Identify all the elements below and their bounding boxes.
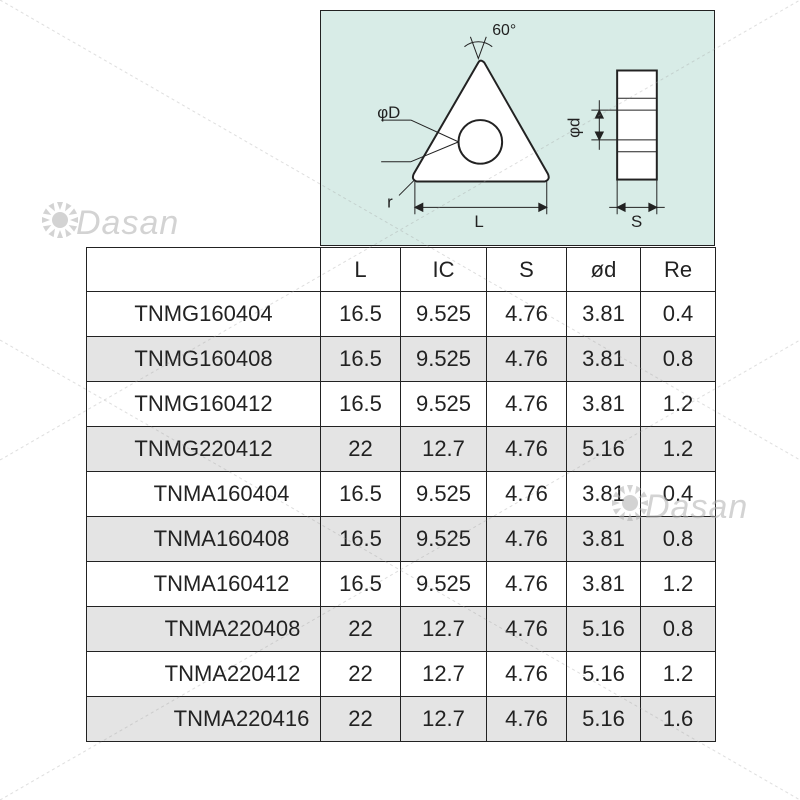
cell-S: 4.76 <box>487 337 567 382</box>
col-header-IC: IC <box>401 248 487 292</box>
cell-d: 5.16 <box>567 697 641 742</box>
cell-d: 5.16 <box>567 652 641 697</box>
cell-IC: 12.7 <box>401 427 487 472</box>
cell-IC: 9.525 <box>401 382 487 427</box>
insert-diagram: 60° φD r L <box>320 10 715 246</box>
col-header-name <box>87 248 321 292</box>
cell-Re: 1.2 <box>641 652 716 697</box>
cell-S: 4.76 <box>487 472 567 517</box>
L-label: L <box>474 212 483 231</box>
table-header-row: L IC S ød Re <box>87 248 716 292</box>
cell-Re: 1.2 <box>641 562 716 607</box>
table-row: TNMA16040416.59.5254.763.810.4 <box>87 472 716 517</box>
phiD-label: φD <box>377 103 400 122</box>
cell-d: 3.81 <box>567 382 641 427</box>
cell-Re: 1.2 <box>641 382 716 427</box>
cell-d: 5.16 <box>567 607 641 652</box>
S-label: S <box>631 212 642 231</box>
cell-d: 3.81 <box>567 337 641 382</box>
cell-d: 5.16 <box>567 427 641 472</box>
cell-S: 4.76 <box>487 517 567 562</box>
cell-IC: 9.525 <box>401 337 487 382</box>
cell-L: 22 <box>321 607 401 652</box>
cell-L: 16.5 <box>321 517 401 562</box>
cell-d: 3.81 <box>567 472 641 517</box>
col-header-Re: Re <box>641 248 716 292</box>
cell-name: TNMG160412 <box>87 382 321 427</box>
cell-L: 16.5 <box>321 562 401 607</box>
cell-name: TNMA220416 <box>87 697 321 742</box>
cell-L: 22 <box>321 697 401 742</box>
col-header-S: S <box>487 248 567 292</box>
cell-S: 4.76 <box>487 697 567 742</box>
table-row: TNMG16041216.59.5254.763.811.2 <box>87 382 716 427</box>
diagram-svg: 60° φD r L <box>321 11 714 245</box>
cell-name: TNMA220408 <box>87 607 321 652</box>
cell-name: TNMA160408 <box>87 517 321 562</box>
cell-IC: 12.7 <box>401 697 487 742</box>
cell-Re: 0.8 <box>641 337 716 382</box>
r-label: r <box>387 192 393 211</box>
cell-name: TNMG160404 <box>87 292 321 337</box>
table-row: TNMA2204122212.74.765.161.2 <box>87 652 716 697</box>
cell-L: 22 <box>321 427 401 472</box>
table-row: TNMA16040816.59.5254.763.810.8 <box>87 517 716 562</box>
table-row: TNMG16040816.59.5254.763.810.8 <box>87 337 716 382</box>
col-header-d: ød <box>567 248 641 292</box>
cell-IC: 9.525 <box>401 472 487 517</box>
cell-S: 4.76 <box>487 652 567 697</box>
table-row: TNMA2204162212.74.765.161.6 <box>87 697 716 742</box>
cell-IC: 9.525 <box>401 562 487 607</box>
cell-Re: 1.2 <box>641 427 716 472</box>
cell-IC: 9.525 <box>401 517 487 562</box>
table-row: TNMA16041216.59.5254.763.811.2 <box>87 562 716 607</box>
cell-L: 16.5 <box>321 472 401 517</box>
cell-Re: 1.6 <box>641 697 716 742</box>
cell-S: 4.76 <box>487 607 567 652</box>
angle-label: 60° <box>492 22 516 39</box>
cell-IC: 12.7 <box>401 607 487 652</box>
cell-d: 3.81 <box>567 292 641 337</box>
cell-S: 4.76 <box>487 382 567 427</box>
table-row: TNMG2204122212.74.765.161.2 <box>87 427 716 472</box>
cell-IC: 12.7 <box>401 652 487 697</box>
cell-d: 3.81 <box>567 562 641 607</box>
cell-S: 4.76 <box>487 562 567 607</box>
watermark-text: Dasan <box>645 488 748 527</box>
cell-name: TNMA160412 <box>87 562 321 607</box>
cell-d: 3.81 <box>567 517 641 562</box>
cell-IC: 9.525 <box>401 292 487 337</box>
cell-Re: 0.4 <box>641 292 716 337</box>
col-header-L: L <box>321 248 401 292</box>
cell-Re: 0.8 <box>641 607 716 652</box>
cell-L: 16.5 <box>321 292 401 337</box>
cell-L: 16.5 <box>321 337 401 382</box>
table-row: TNMA2204082212.74.765.160.8 <box>87 607 716 652</box>
cell-name: TNMA220412 <box>87 652 321 697</box>
spec-table: L IC S ød Re TNMG16040416.59.5254.763.81… <box>86 247 716 742</box>
cell-name: TNMG160408 <box>87 337 321 382</box>
cell-name: TNMA160404 <box>87 472 321 517</box>
cell-S: 4.76 <box>487 427 567 472</box>
phid-label: φd <box>564 118 583 138</box>
watermark-text: Dasan <box>76 204 179 243</box>
cell-S: 4.76 <box>487 292 567 337</box>
cell-L: 16.5 <box>321 382 401 427</box>
cell-name: TNMG220412 <box>87 427 321 472</box>
cell-L: 22 <box>321 652 401 697</box>
table-row: TNMG16040416.59.5254.763.810.4 <box>87 292 716 337</box>
